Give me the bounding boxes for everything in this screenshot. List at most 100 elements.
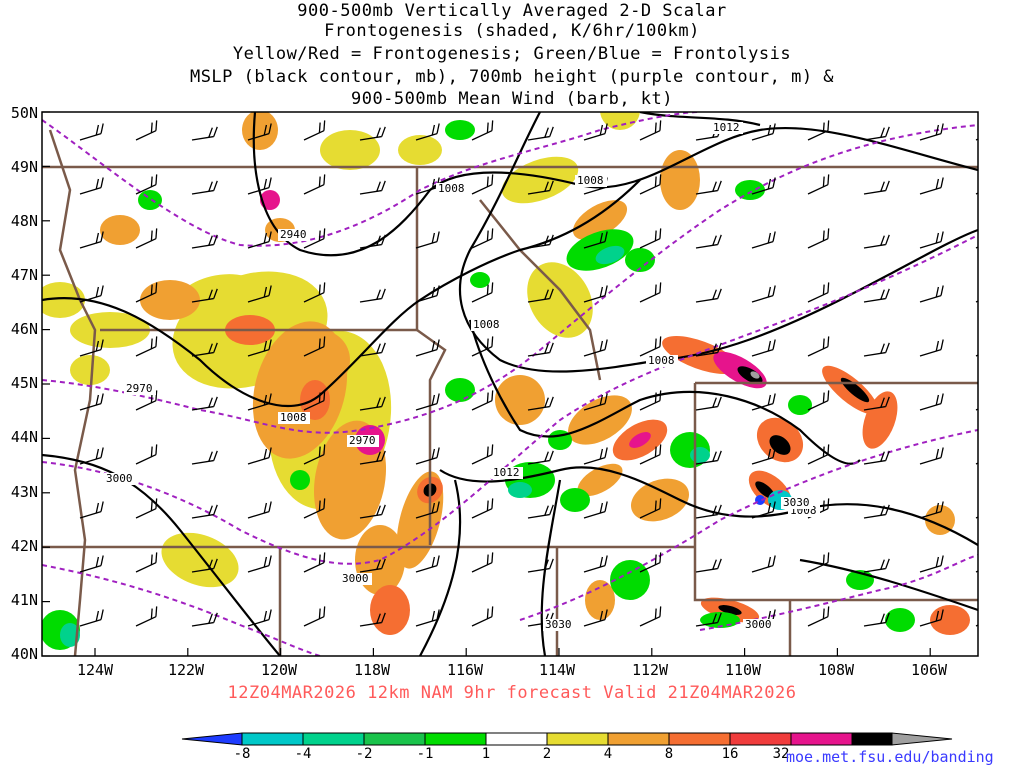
frontogenesis-shading (42, 112, 970, 650)
title-line-5: 900-500mb Mean Wind (barb, kt) (350, 89, 674, 109)
svg-text:3030: 3030 (545, 618, 572, 631)
height-label: 2970 (347, 434, 379, 447)
wind-barb (807, 336, 830, 357)
shading-cell (60, 623, 80, 647)
wind-barb (751, 339, 776, 357)
svg-text:2970: 2970 (126, 382, 153, 395)
wind-barb (303, 498, 326, 519)
mslp-label: 1008 (575, 174, 607, 187)
wind-barb (527, 234, 554, 249)
wind-barb (863, 288, 890, 303)
svg-text:3000: 3000 (342, 572, 369, 585)
wind-barb (247, 609, 272, 627)
wind-barb (751, 393, 776, 411)
wind-barb (583, 339, 608, 357)
wind-barb (135, 174, 158, 195)
wind-barb (863, 612, 890, 627)
wind-barb (863, 450, 890, 465)
wind-barb (79, 231, 104, 249)
wind-barb (135, 552, 158, 573)
credit-link[interactable]: moe.met.fsu.edu/banding (786, 748, 994, 766)
wind-barb (695, 180, 722, 195)
wind-barb (807, 282, 830, 303)
colorbar-tick-label: 32 (772, 746, 790, 762)
contour-labels: 1012100810081008100810081012100829402970… (104, 121, 820, 631)
wind-barb (303, 444, 326, 465)
lon-label-114w: 114W (538, 661, 576, 679)
wind-barb (359, 450, 386, 465)
wind-barb (751, 501, 776, 519)
colorbar-segment (668, 732, 731, 746)
wind-barb (303, 120, 326, 141)
wind-barb (247, 555, 272, 573)
wind-barb (583, 555, 608, 573)
height-label: 3030 (781, 496, 813, 509)
title-line-4: MSLP (black contour, mb), 700mb height (… (189, 67, 835, 87)
wind-barb (807, 120, 830, 141)
title-line-1: 900-500mb Vertically Averaged 2-D Scalar (297, 1, 727, 21)
wind-barb (471, 120, 494, 141)
colorbar (181, 732, 953, 746)
forecast-valid-label: 12Z04MAR2026 12km NAM 9hr forecast Valid… (227, 683, 797, 703)
wind-barb (471, 444, 494, 465)
lon-label-108w: 108W (817, 661, 855, 679)
svg-text:1008: 1008 (438, 182, 465, 195)
wind-barb (471, 228, 494, 249)
wind-barb (191, 558, 218, 573)
wind-barb (919, 393, 944, 411)
wind-barb (695, 450, 722, 465)
wind-barb (79, 285, 104, 303)
colorbar-segment (851, 732, 893, 746)
wind-barb (471, 174, 494, 195)
colorbar-left-arrow (181, 732, 243, 746)
svg-text:2970: 2970 (349, 434, 376, 447)
height-label: 2970 (124, 382, 156, 395)
shading-cell (290, 330, 350, 390)
wind-barb (79, 555, 104, 573)
wind-barb (135, 282, 158, 303)
shading-cell (138, 190, 162, 210)
colorbar-segment (485, 732, 548, 746)
wind-barb (303, 282, 326, 303)
colorbar-segment (607, 732, 670, 746)
wind-barb (359, 288, 386, 303)
shading-cell (300, 380, 330, 420)
wind-barb (79, 393, 104, 411)
wind-barb (79, 501, 104, 519)
wind-barb (807, 174, 830, 195)
shading-cell (445, 378, 475, 402)
mslp-label: 1012 (491, 466, 523, 479)
colorbar-segment (424, 732, 487, 746)
wind-barb (471, 552, 494, 573)
wind-barb (79, 177, 104, 195)
colorbar-tick-label: -1 (416, 746, 434, 762)
wind-barb (751, 285, 776, 303)
height-label: 3000 (340, 572, 372, 585)
wind-barb (247, 501, 272, 519)
wind-barb (583, 447, 608, 465)
wind-barb (527, 126, 554, 141)
shading-cell (885, 608, 915, 632)
wind-barb (639, 606, 662, 627)
wind-barb (79, 447, 104, 465)
shading-cell (600, 112, 640, 130)
shading-cell (718, 605, 742, 615)
wind-barb (247, 339, 272, 357)
shading-cell (398, 135, 442, 165)
wind-barb (415, 339, 440, 357)
height-label: 3000 (104, 472, 136, 485)
mslp-label: 1008 (646, 354, 678, 367)
wind-barb (359, 234, 386, 249)
wind-barb (583, 123, 608, 141)
wind-barb (863, 234, 890, 249)
lat-label-44n: 44N (10, 428, 38, 446)
shading-cell (690, 447, 710, 463)
wind-barb (359, 396, 386, 411)
wind-barb (415, 285, 440, 303)
wind-barb (583, 501, 608, 519)
shading-cell (750, 371, 760, 379)
wind-barb (247, 177, 272, 195)
shading-cell (572, 200, 628, 240)
